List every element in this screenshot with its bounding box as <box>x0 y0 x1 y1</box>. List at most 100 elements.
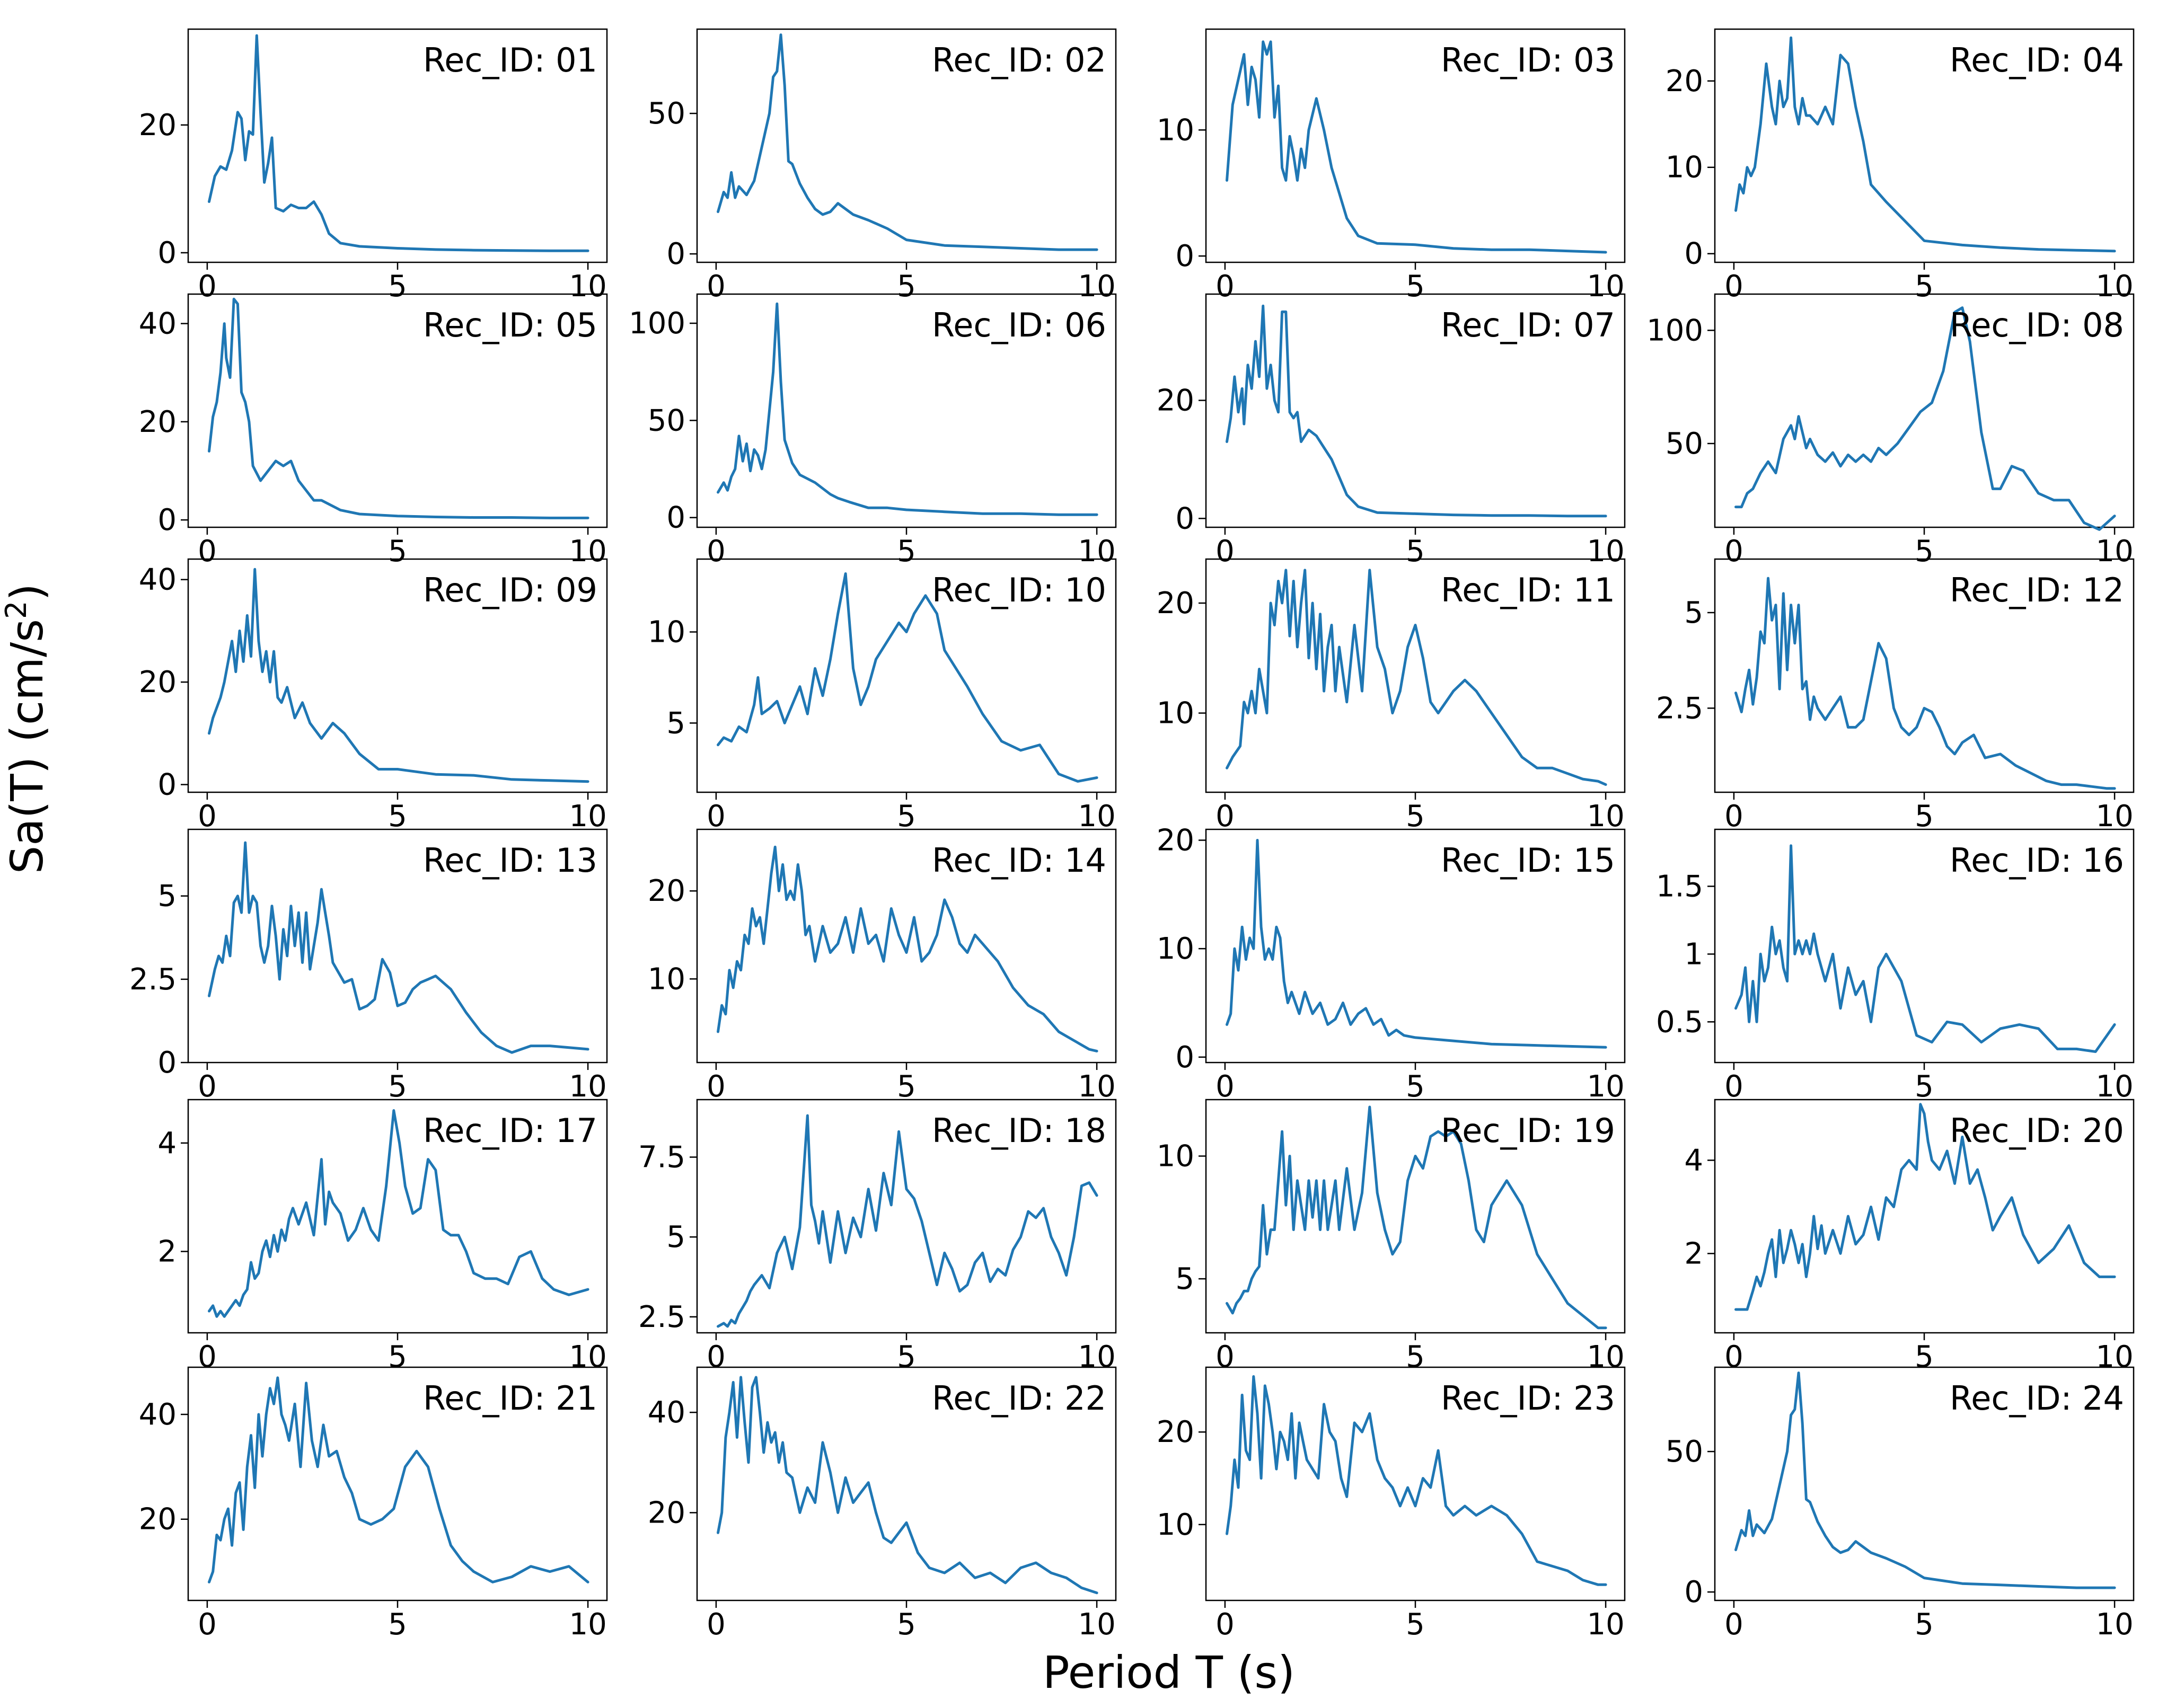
y-tick-label: 4 <box>157 1126 177 1161</box>
y-tick-label: 5 <box>157 879 177 914</box>
x-tick-label: 0 <box>198 799 217 834</box>
x-tick-label: 0 <box>1215 1340 1235 1374</box>
subplot-1: 0 5 10 0 20 Rec_ID: 01 <box>139 28 608 304</box>
x-tick-label: 5 <box>1406 1607 1425 1642</box>
y-tick-label: 4 <box>1684 1143 1703 1178</box>
y-tick-label: 40 <box>139 1397 177 1432</box>
y-tick-label: 2 <box>1684 1236 1703 1271</box>
y-tick-label: 20 <box>1157 384 1194 418</box>
y-axis-title: Sa(T) (cm/s2) <box>0 583 53 874</box>
x-tick-label: 5 <box>388 799 407 834</box>
y-tick-label: 5 <box>666 706 685 740</box>
y-tick-label: 0 <box>666 237 685 271</box>
series-line <box>1226 1375 1607 1586</box>
x-tick-label: 10 <box>1587 269 1624 304</box>
subplot-23: 0 5 10 10 20 Rec_ID: 23 <box>1157 1366 1626 1642</box>
series-line <box>208 841 589 1054</box>
y-tick-label: 50 <box>648 403 685 438</box>
y-tick-label: 0 <box>1684 237 1703 271</box>
y-tick-label: 0.5 <box>1656 1005 1703 1039</box>
subplot-3: 0 5 10 0 10 Rec_ID: 03 <box>1157 28 1626 304</box>
y-tick-label: 0 <box>157 767 177 802</box>
x-tick-label: 0 <box>707 1607 726 1642</box>
subplot-4: 0 5 10 0 10 20 Rec_ID: 04 <box>1666 28 2135 304</box>
panel-title: Rec_ID: 13 <box>423 841 597 880</box>
panel-title: Rec_ID: 05 <box>423 306 597 344</box>
y-tick-label: 20 <box>1666 64 1703 99</box>
x-tick-label: 0 <box>198 1069 217 1104</box>
x-tick-label: 5 <box>897 1069 916 1104</box>
y-tick-label: 0 <box>666 501 685 535</box>
y-tick-label: 0 <box>157 503 177 537</box>
x-tick-label: 0 <box>1215 1607 1235 1642</box>
y-axis-title-main: Sa(T) (cm/s <box>1 619 53 874</box>
x-tick-label: 5 <box>1406 1069 1425 1104</box>
y-tick-label: 100 <box>629 306 685 341</box>
x-tick-label: 0 <box>1215 799 1235 834</box>
y-tick-label: 100 <box>1646 313 1703 348</box>
series-line <box>1226 839 1607 1049</box>
x-tick-label: 0 <box>707 534 726 569</box>
y-tick-label: 0 <box>157 236 177 270</box>
x-tick-label: 10 <box>569 1340 606 1374</box>
x-tick-label: 10 <box>1078 269 1115 304</box>
y-tick-label: 20 <box>139 108 177 143</box>
x-tick-label: 10 <box>1587 1607 1624 1642</box>
panel-title: Rec_ID: 08 <box>1950 306 2124 344</box>
panel-title: Rec_ID: 14 <box>932 841 1106 880</box>
y-tick-label: 40 <box>139 307 177 341</box>
x-tick-label: 10 <box>1078 1607 1115 1642</box>
x-tick-label: 10 <box>1078 534 1115 569</box>
panel-title: Rec_ID: 24 <box>1950 1379 2124 1418</box>
x-tick-label: 0 <box>707 1069 726 1104</box>
x-tick-label: 5 <box>1406 269 1425 304</box>
panel-title: Rec_ID: 02 <box>932 41 1106 79</box>
y-tick-label: 50 <box>1666 427 1703 461</box>
x-tick-label: 5 <box>388 1069 407 1104</box>
x-tick-label: 5 <box>388 1340 407 1374</box>
panel-title: Rec_ID: 18 <box>932 1111 1106 1150</box>
series-line <box>1734 36 2116 253</box>
y-tick-label: 10 <box>1157 113 1194 147</box>
x-tick-label: 10 <box>2095 269 2133 304</box>
subplot-12: 0 5 10 2.5 5 Rec_ID: 12 <box>1656 558 2135 834</box>
x-tick-label: 5 <box>1406 1340 1425 1374</box>
x-tick-label: 0 <box>1215 1069 1235 1104</box>
y-tick-label: 7.5 <box>638 1140 685 1174</box>
subplot-21: 0 5 10 20 40 Rec_ID: 21 <box>139 1366 608 1642</box>
x-tick-label: 0 <box>1724 1340 1743 1374</box>
y-tick-label: 1 <box>1684 937 1703 971</box>
panel-title: Rec_ID: 15 <box>1441 841 1615 880</box>
x-tick-label: 5 <box>897 269 916 304</box>
x-tick-label: 10 <box>1587 534 1624 569</box>
series-line <box>208 568 589 783</box>
series-line <box>208 1376 589 1583</box>
panel-title: Rec_ID: 22 <box>932 1379 1106 1418</box>
y-tick-label: 5 <box>1684 596 1703 630</box>
x-tick-label: 10 <box>1587 1340 1624 1374</box>
subplot-10: 0 5 10 5 10 Rec_ID: 10 <box>648 558 1117 834</box>
y-tick-label: 2.5 <box>638 1300 685 1334</box>
y-tick-label: 20 <box>139 1502 177 1537</box>
y-tick-label: 10 <box>648 962 685 996</box>
x-tick-label: 10 <box>569 269 606 304</box>
x-tick-label: 0 <box>198 1340 217 1374</box>
panel-title: Rec_ID: 12 <box>1950 571 2124 609</box>
x-tick-label: 0 <box>707 799 726 834</box>
x-tick-label: 10 <box>1078 1340 1115 1374</box>
x-tick-label: 10 <box>1587 1069 1624 1104</box>
y-tick-label: 10 <box>1157 1508 1194 1542</box>
subplot-19: 0 5 10 5 10 Rec_ID: 19 <box>1157 1099 1626 1374</box>
x-tick-label: 10 <box>1587 799 1624 834</box>
x-tick-label: 5 <box>1915 269 1934 304</box>
y-axis-title-superscript: 2 <box>0 601 33 619</box>
subplot-11: 0 5 10 10 20 Rec_ID: 11 <box>1157 558 1626 834</box>
y-tick-label: 0 <box>1175 501 1194 536</box>
panel-title: Rec_ID: 03 <box>1441 41 1615 79</box>
x-tick-label: 5 <box>1406 534 1425 569</box>
subplot-5: 0 5 10 0 20 40 Rec_ID: 05 <box>139 293 608 569</box>
panel-title: Rec_ID: 21 <box>423 1379 597 1418</box>
x-tick-label: 5 <box>1915 534 1934 569</box>
panel-title: Rec_ID: 11 <box>1441 571 1615 609</box>
